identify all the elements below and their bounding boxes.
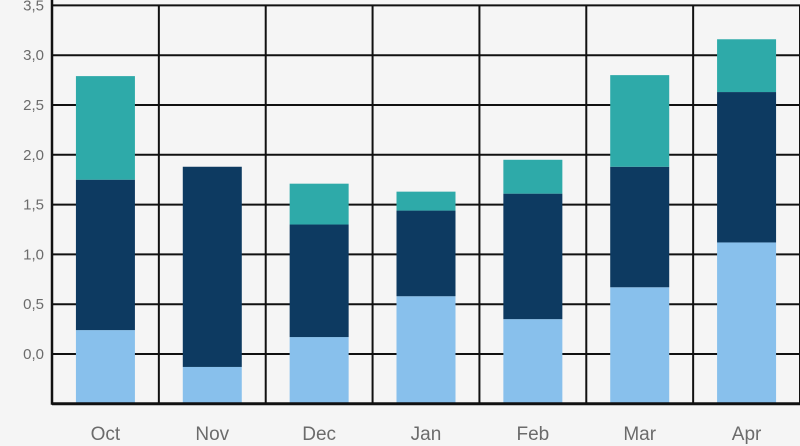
x-tick-label: Nov: [195, 424, 229, 445]
bar-segment: [396, 210, 456, 297]
label-layer: 0,0 0,5 1,0 1,5 2,0 2,5 3,0 3,5 Oct Nov Dec Jan Feb M…: [23, 0, 762, 445]
bar-segment: [75, 330, 135, 404]
bar-segment: [75, 179, 135, 331]
bar-segment: [503, 319, 563, 404]
bar-segment: [182, 366, 242, 404]
bar-segment: [396, 296, 456, 404]
bar-segment: [503, 193, 563, 320]
bar-segment: [610, 287, 670, 404]
bar-segment: [396, 191, 456, 211]
bar-segment: [503, 159, 563, 194]
x-tick-label: Jan: [411, 424, 442, 445]
bar-segment: [182, 166, 242, 367]
x-tick-label: Mar: [623, 424, 656, 445]
y-tick-label: 3,5: [23, 0, 44, 14]
bar-segment: [289, 337, 349, 404]
y-tick-label: 1,5: [23, 197, 44, 214]
bar-segment: [610, 166, 670, 288]
x-tick-label: Feb: [516, 424, 549, 445]
grid-layer: [52, 4, 800, 404]
bar-segment: [717, 242, 777, 404]
bar-segment: [717, 39, 777, 93]
bar-segment: [289, 183, 349, 225]
bar-segment: [717, 92, 777, 243]
axis-layer: [50, 0, 800, 406]
y-tick-label: 2,5: [23, 97, 44, 114]
y-tick-label: 2,0: [23, 147, 44, 164]
x-tick-label: Oct: [91, 424, 121, 445]
bar-segment: [75, 76, 135, 180]
y-tick-label: 0,0: [23, 346, 44, 363]
bar-segment: [610, 75, 670, 167]
x-tick-label: Apr: [732, 424, 762, 445]
y-tick-label: 3,0: [23, 47, 44, 64]
bar-layer: [75, 39, 777, 404]
y-tick-label: 0,5: [23, 296, 44, 313]
y-tick-label: 1,0: [23, 246, 44, 263]
x-tick-label: Dec: [302, 424, 336, 445]
bar-segment: [289, 224, 349, 338]
